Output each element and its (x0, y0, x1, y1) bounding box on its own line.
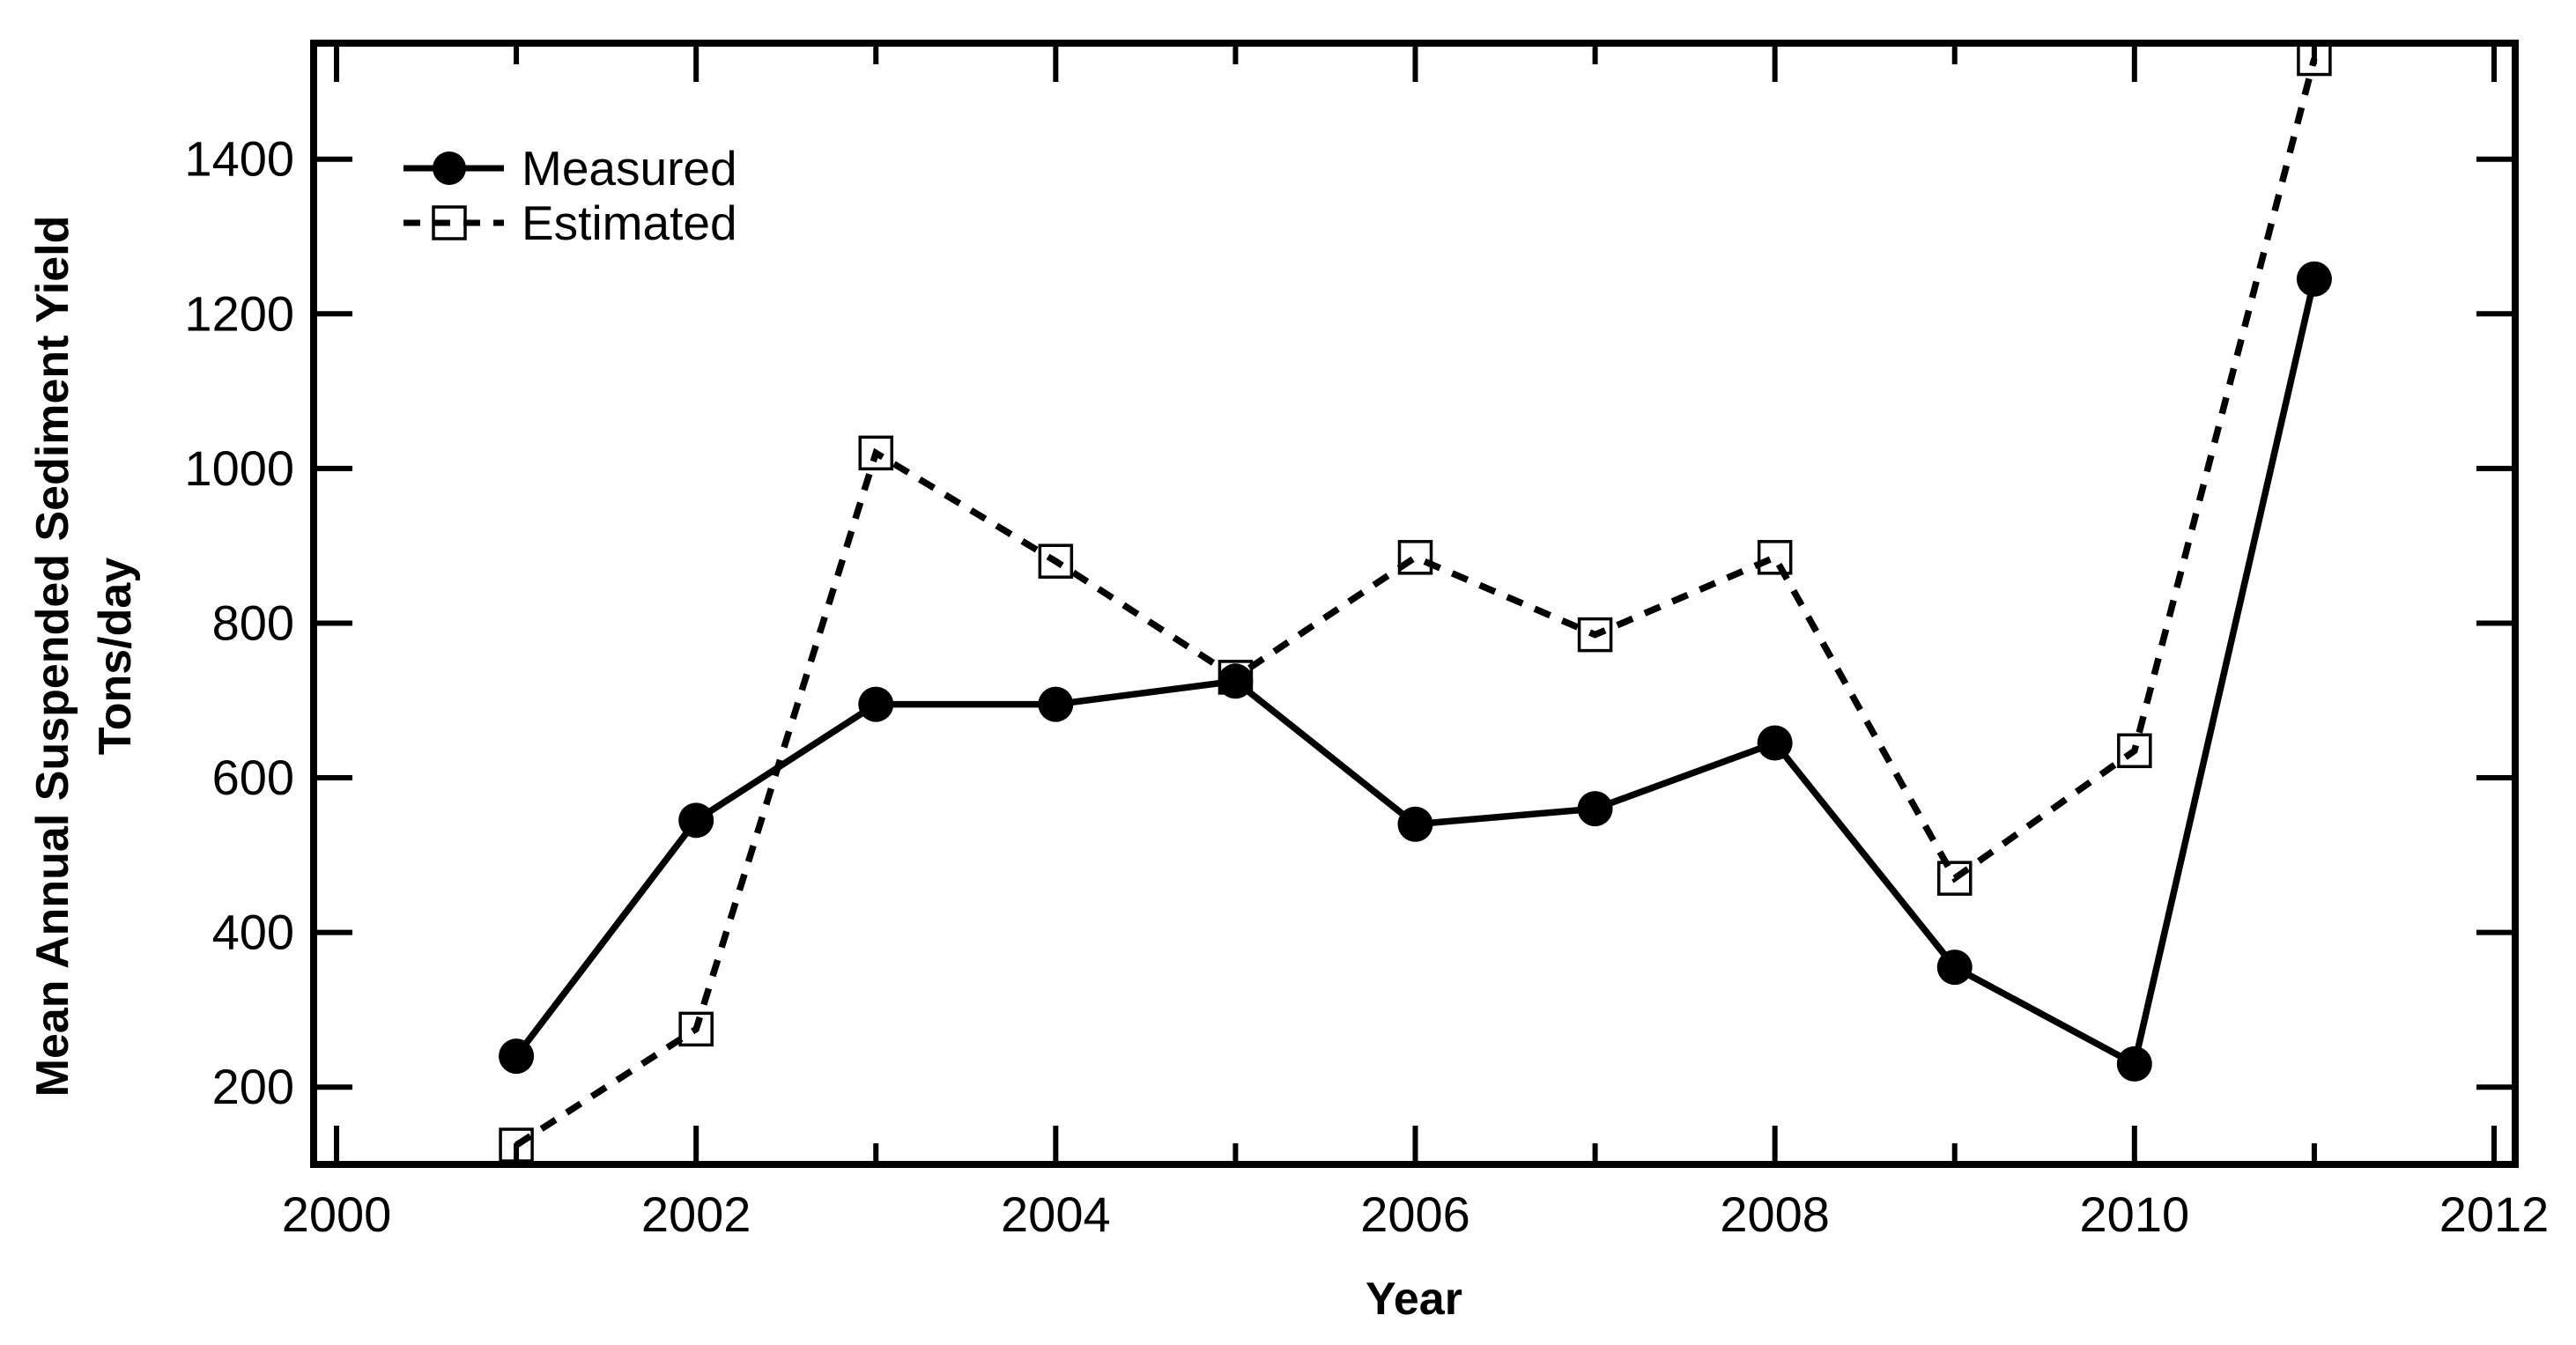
data-point-measured-2006 (1397, 806, 1433, 842)
data-point-measured-2008 (1757, 725, 1793, 761)
data-point-estimated-2011 (2297, 41, 2332, 77)
data-point-measured-2010 (2116, 1046, 2152, 1082)
data-point-estimated-2003 (858, 435, 893, 471)
y-tick-label-1000: 1000 (184, 440, 294, 496)
data-point-estimated-2005 (1218, 660, 1254, 695)
legend-estimated-marker (432, 205, 467, 240)
x-tick-label-2012: 2012 (2439, 1186, 2550, 1242)
data-point-measured-2004 (1038, 686, 1074, 722)
series-line-estimated (514, 57, 2318, 1149)
data-point-measured-2003 (858, 686, 894, 722)
data-point-measured-2007 (1577, 791, 1613, 827)
x-tick-label-2006: 2006 (1360, 1186, 1470, 1242)
data-point-measured-2005 (1218, 663, 1254, 699)
data-point-estimated-2004 (1038, 543, 1074, 579)
data-point-estimated-2010 (2117, 733, 2152, 769)
data-point-estimated-2007 (1577, 617, 1613, 653)
series-line-measured (514, 277, 2318, 1069)
data-point-estimated-2001 (499, 1127, 534, 1163)
data-point-measured-2011 (2296, 261, 2332, 297)
y-tick-label-200: 200 (212, 1059, 294, 1114)
tick-labels-group: 200 400 600 800 1000 1200 1400 2000 2002 2004 2006… (184, 131, 2549, 1242)
x-tick-label-2004: 2004 (1001, 1186, 1111, 1242)
x-tick-label-2010: 2010 (2080, 1186, 2190, 1242)
data-point-estimated-2006 (1397, 540, 1433, 575)
y-axis-title-line1: Mean Annual Suspended Sediment Yield (27, 216, 78, 1097)
data-point-estimated-2008 (1757, 540, 1793, 575)
x-tick-label-2002: 2002 (641, 1186, 751, 1242)
legend-label-measured: Measured (522, 141, 737, 196)
legend: Measured Estimated (403, 141, 737, 250)
x-axis-title: Year (1366, 1274, 1462, 1325)
y-axis-title-line2: Tons/day (90, 558, 141, 755)
data-point-estimated-2009 (1937, 861, 1973, 896)
y-tick-label-1200: 1200 (184, 285, 294, 341)
axis-ticks-group (314, 43, 2515, 1164)
y-tick-label-800: 800 (212, 595, 294, 650)
data-point-measured-2002 (678, 802, 714, 839)
y-tick-label-1400: 1400 (184, 131, 294, 187)
legend-measured-marker (433, 151, 466, 185)
x-tick-label-2000: 2000 (282, 1186, 392, 1242)
y-tick-label-400: 400 (212, 905, 294, 960)
series-group (499, 41, 2332, 1163)
x-tick-label-2008: 2008 (1720, 1186, 1830, 1242)
legend-label-estimated: Estimated (522, 196, 737, 250)
data-point-measured-2001 (499, 1038, 535, 1075)
data-point-measured-2009 (1936, 950, 1973, 986)
data-point-estimated-2002 (678, 1011, 714, 1047)
y-tick-label-600: 600 (212, 750, 294, 805)
